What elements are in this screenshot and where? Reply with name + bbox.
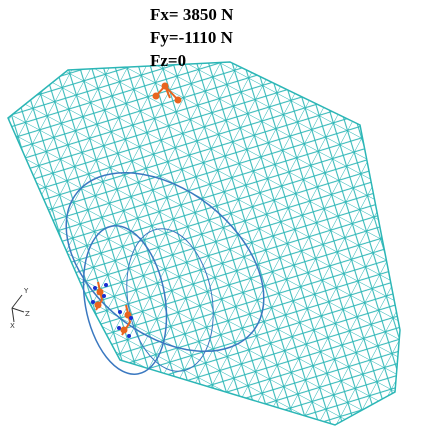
axis-label: X <box>10 322 15 330</box>
axis-label: Z <box>25 310 30 318</box>
force-label: Fy=-1110 N <box>150 28 234 47</box>
force-label: Fx= 3850 N <box>150 5 234 24</box>
axis-label: Y <box>23 287 29 295</box>
mesh-body <box>0 50 427 438</box>
axis-triad <box>12 295 24 322</box>
force-label: Fz=0 <box>150 51 186 70</box>
fea-view: Y Z X Fx= 3850 N Fy=-1110 N Fz=0 <box>0 0 427 438</box>
